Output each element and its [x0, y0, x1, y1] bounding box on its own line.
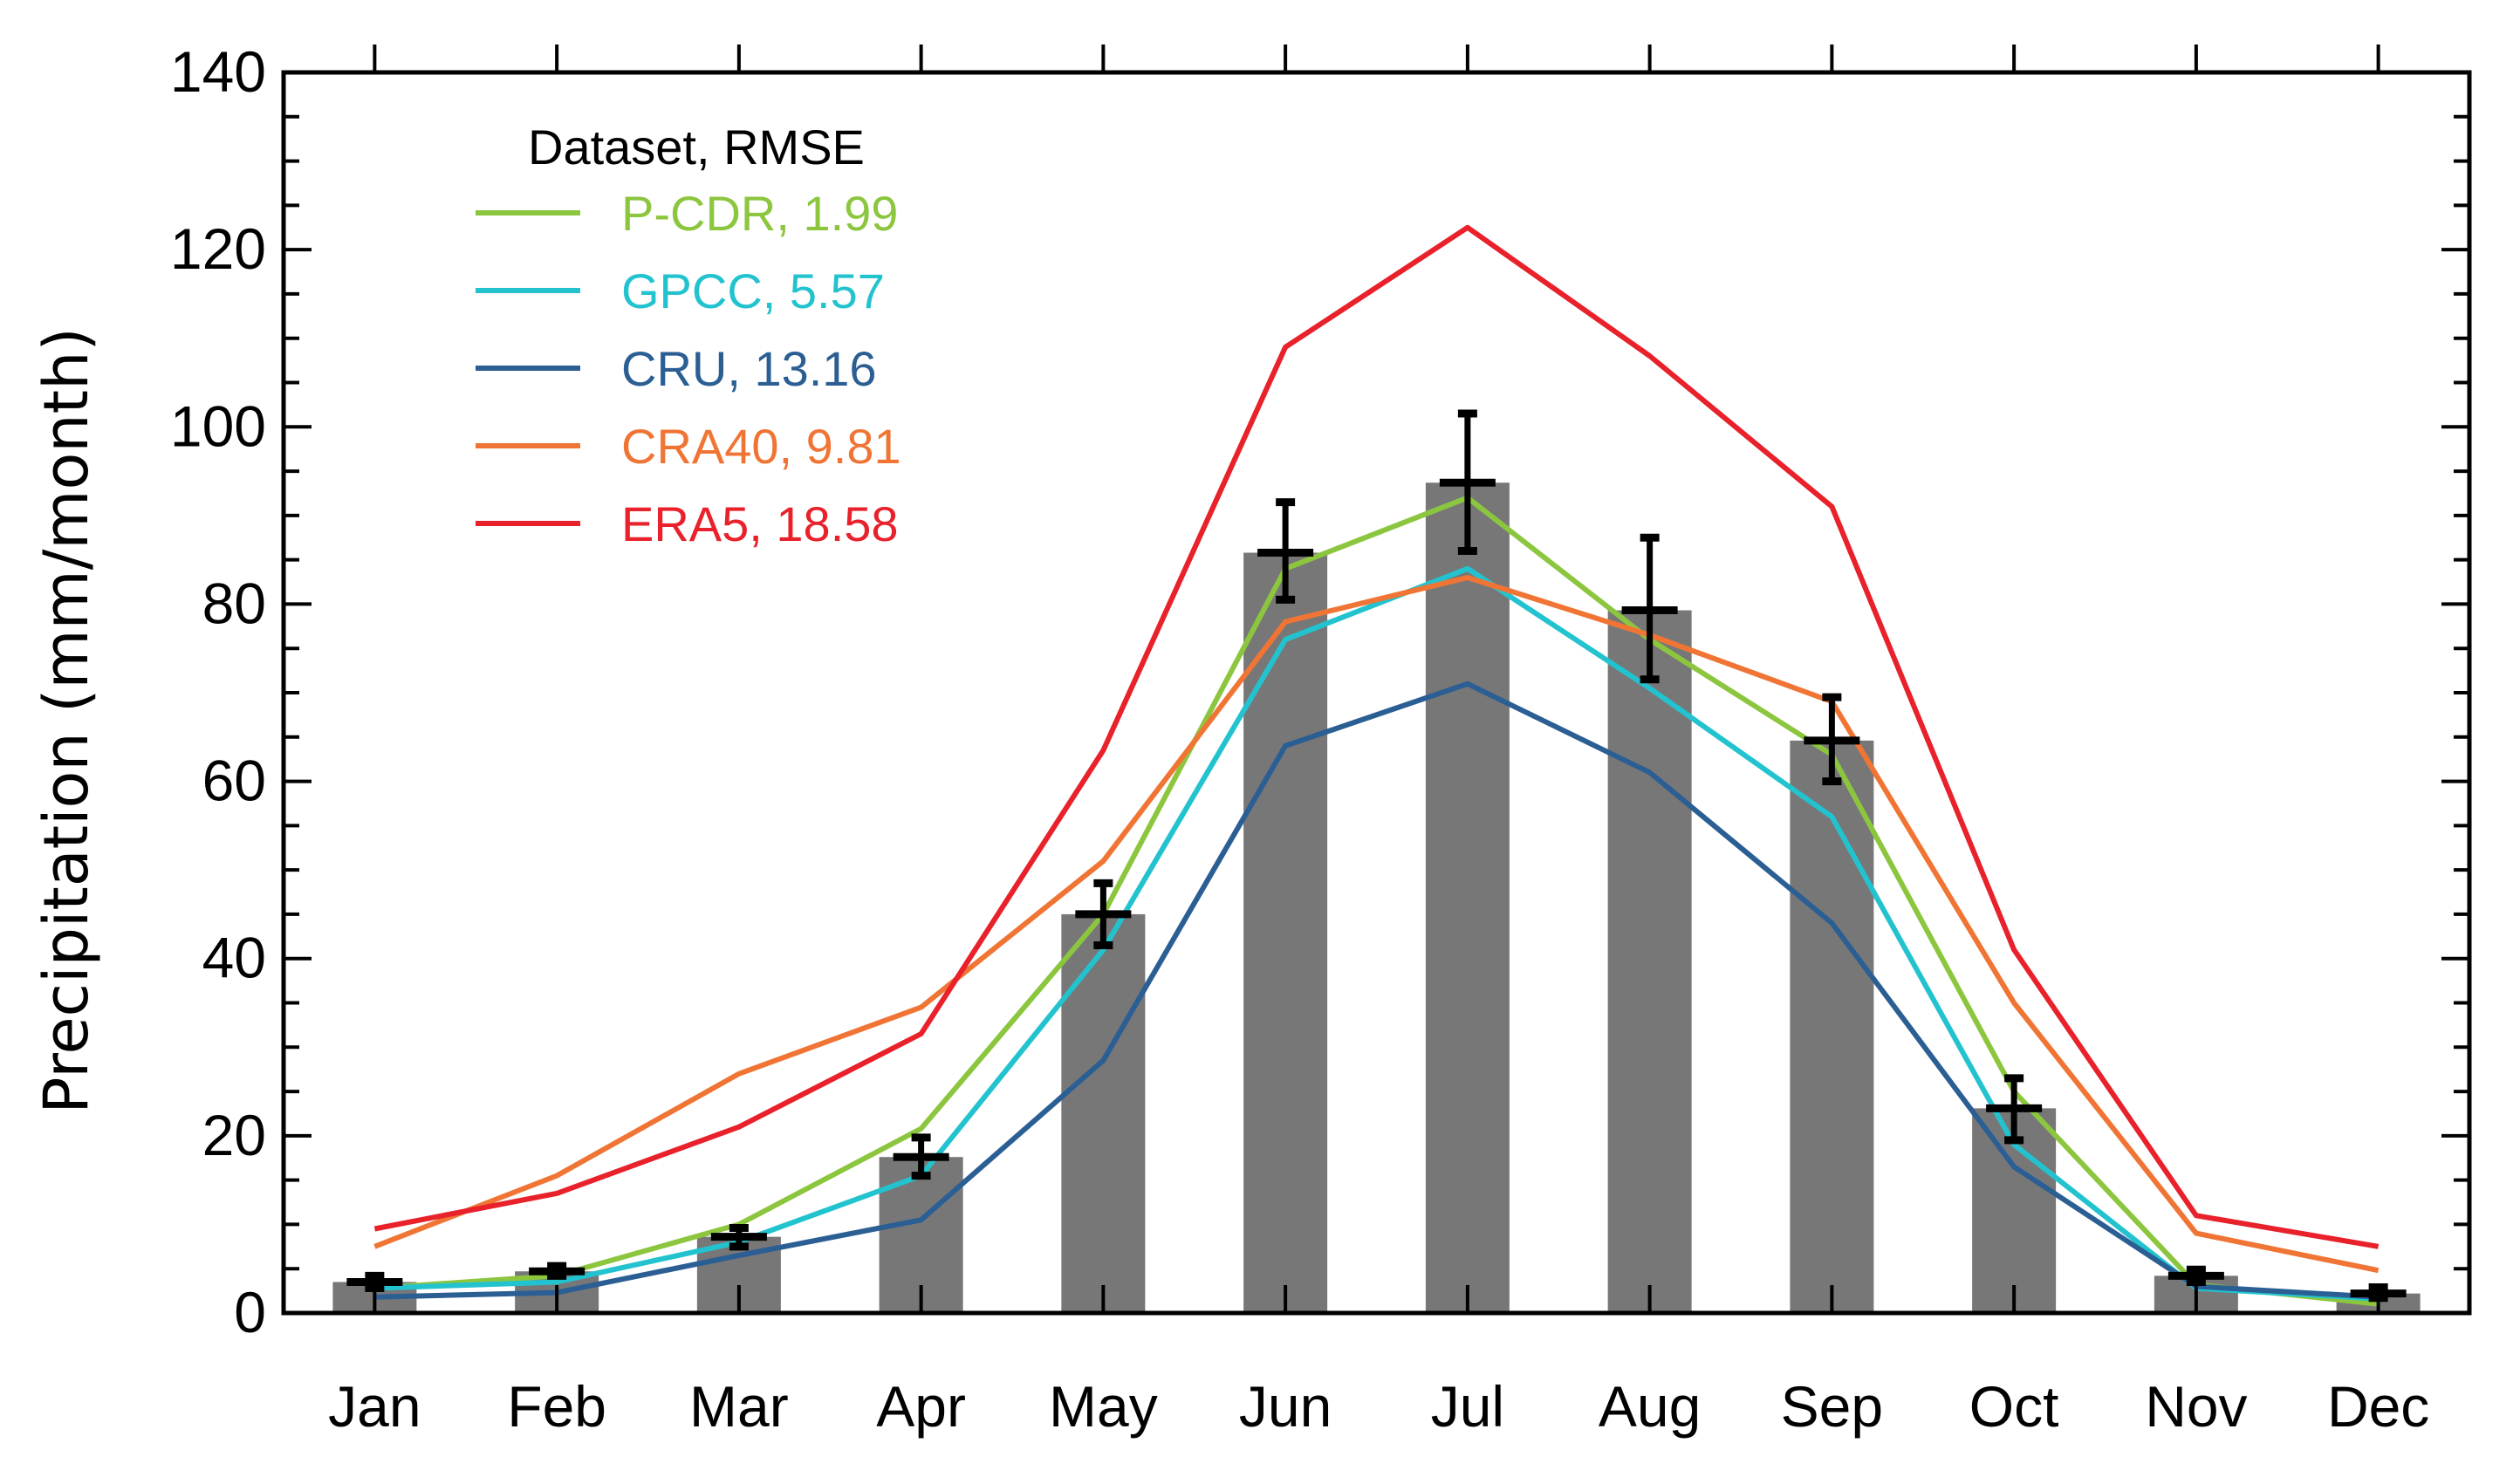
- x-tick-label-sep: Sep: [1781, 1374, 1883, 1439]
- error-bar-may: [1075, 879, 1132, 949]
- legend: Dataset, RMSE P-CDR, 1.99 GPCC, 5.57 CRU, …: [476, 120, 901, 551]
- series-line-4: [373, 224, 2380, 1249]
- y-tick-label: 120: [170, 216, 266, 281]
- legend-title: Dataset, RMSE: [528, 120, 865, 174]
- bar-jul: [1425, 482, 1510, 1313]
- legend-label-2: CRU, 13.16: [621, 341, 877, 396]
- plot-frame: [281, 70, 2472, 1316]
- x-tick-label-jan: Jan: [328, 1374, 421, 1439]
- series-line-2: [374, 680, 2379, 1300]
- x-tick-label-jun: Jun: [1239, 1374, 1332, 1439]
- series-line-1: [374, 565, 2379, 1302]
- y-tick-label: 20: [202, 1103, 266, 1167]
- y-tick-label: 40: [202, 926, 266, 990]
- legend-label-4: ERA5, 18.58: [621, 496, 899, 551]
- y-tick-label: 140: [170, 39, 266, 104]
- x-tick-label-may: May: [1049, 1374, 1158, 1439]
- error-bar-feb: [529, 1262, 585, 1280]
- x-tick-label-dec: Dec: [2327, 1374, 2429, 1439]
- legend-label-0: P-CDR, 1.99: [621, 186, 898, 241]
- error-bar-jul: [1439, 409, 1496, 555]
- bar-jun: [1243, 552, 1328, 1313]
- series-lines-layer: [373, 224, 2380, 1307]
- bar-aug: [1607, 610, 1692, 1313]
- y-tick-label: 80: [202, 571, 266, 635]
- error-bar-nov: [2167, 1265, 2224, 1286]
- y-tick-label: 60: [202, 749, 266, 813]
- x-tick-label-mar: Mar: [689, 1374, 789, 1439]
- error-bar-apr: [893, 1133, 949, 1180]
- y-axis-title: Precipitation (mm/month): [31, 327, 102, 1114]
- error-bar-mar: [710, 1223, 767, 1251]
- error-bars-layer: [346, 409, 2407, 1303]
- x-tick-label-feb: Feb: [507, 1374, 606, 1439]
- series-line-3: [373, 575, 2380, 1274]
- x-tick-label-oct: Oct: [1969, 1374, 2059, 1439]
- bar-may: [1061, 913, 1146, 1313]
- error-bar-jun: [1257, 498, 1314, 604]
- y-tick-label: 100: [170, 393, 266, 458]
- axes-layer: 0 20 40 60 80 100 120 140 Jan Feb Mar Apr May Jun Jul A…: [170, 39, 2472, 1439]
- legend-label-3: CRA40, 9.81: [621, 419, 901, 474]
- bars-layer: [332, 482, 2421, 1313]
- x-tick-label-jul: Jul: [1431, 1374, 1504, 1439]
- bar-sep: [1790, 740, 1874, 1313]
- x-tick-label-nov: Nov: [2145, 1374, 2247, 1439]
- error-bar-sep: [1804, 693, 1860, 786]
- error-bar-oct: [1986, 1074, 2043, 1145]
- x-tick-label-aug: Aug: [1599, 1374, 1701, 1439]
- legend-label-1: GPCC, 5.57: [621, 263, 885, 318]
- x-tick-label-apr: Apr: [876, 1374, 966, 1439]
- error-bar-aug: [1621, 533, 1678, 684]
- series-line-0: [374, 495, 2379, 1307]
- y-tick-label: 0: [234, 1280, 266, 1344]
